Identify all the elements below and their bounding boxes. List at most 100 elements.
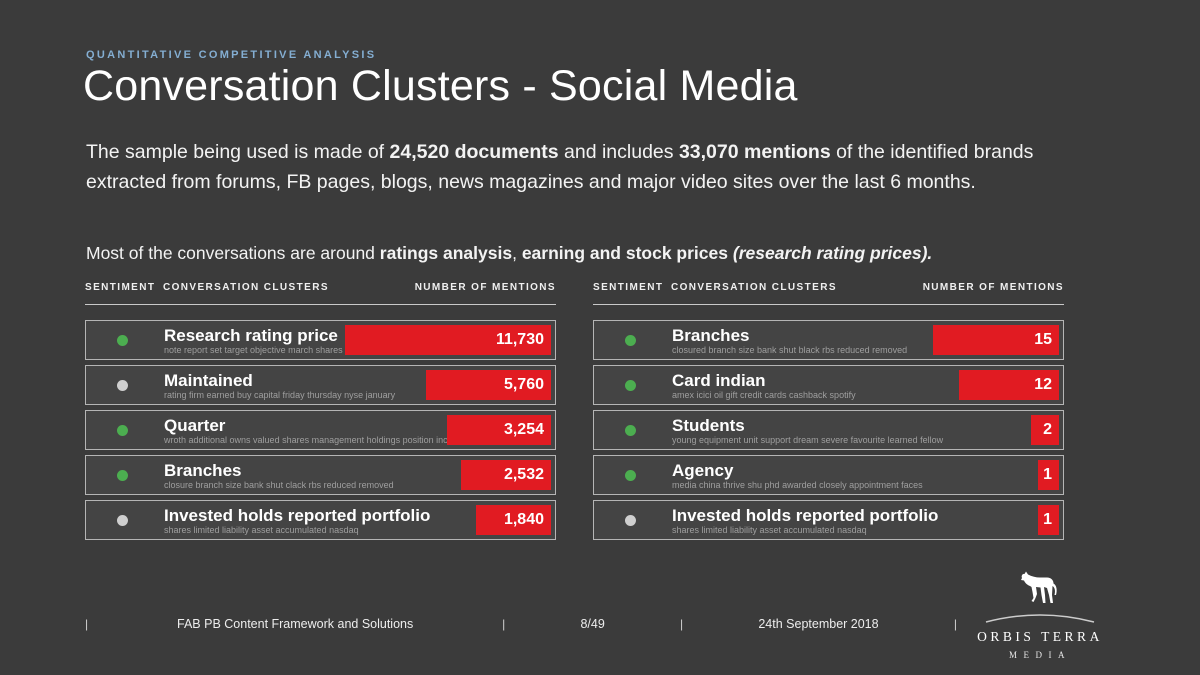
focus-topic-1: ratings analysis xyxy=(379,243,513,263)
logo-subname: MEDIA xyxy=(1009,650,1071,660)
cluster-keywords: closured branch size bank shut black rbs… xyxy=(672,344,908,355)
footer-date: 24th September 2018 xyxy=(758,617,879,631)
cluster-cell: Card indian amex icici oil gift credit c… xyxy=(672,371,959,400)
cluster-cell: Invested holds reported portfolio shares… xyxy=(672,506,1038,535)
mentions-value: 11,730 xyxy=(495,331,544,348)
mentions-value: 1 xyxy=(1043,466,1052,483)
focus-text: , xyxy=(512,243,522,263)
header-sentiment: SENTIMENT xyxy=(593,282,664,293)
cluster-keywords: media china thrive shu phd awarded close… xyxy=(672,479,923,490)
intro-mentions-count: 33,070 mentions xyxy=(678,141,831,163)
sentiment-dot xyxy=(117,469,128,481)
intro-text: of the identified brands extracted from … xyxy=(86,141,1034,193)
page-title: Conversation Clusters - Social Media xyxy=(83,62,798,110)
cluster-cell: Invested holds reported portfolio shares… xyxy=(164,506,476,535)
footer-separator: | xyxy=(953,617,957,631)
focus-text: Most of the conversations are around xyxy=(86,243,380,263)
cluster-title: Branches xyxy=(672,325,750,345)
cluster-cell: Quarter wroth additional owns valued sha… xyxy=(164,416,447,445)
mentions-value: 3,254 xyxy=(503,421,544,438)
mentions-value: 2 xyxy=(1043,421,1052,438)
header-mentions: NUMBER OF MENTIONS xyxy=(414,282,556,293)
cluster-keywords: closure branch size bank shut clack rbs … xyxy=(164,479,394,490)
cluster-title: Research rating price xyxy=(164,325,338,345)
cluster-keywords: young equipment unit support dream sever… xyxy=(672,434,944,445)
sentiment-dot xyxy=(117,379,128,391)
table-row: Card indian amex icici oil gift credit c… xyxy=(593,365,1064,405)
mentions-bar: 2 xyxy=(1031,415,1059,445)
cluster-title: Branches xyxy=(164,460,242,480)
cluster-table-right: SENTIMENT CONVERSATION CLUSTERS NUMBER O… xyxy=(593,282,1064,545)
horse-icon xyxy=(973,570,1107,612)
orbis-terra-media-logo: ORBIS TERRA MEDIA xyxy=(973,570,1107,660)
table-body: Research rating price note report set ta… xyxy=(85,320,556,540)
table-body: Branches closured branch size bank shut … xyxy=(593,320,1064,540)
sentiment-dot xyxy=(625,379,636,391)
header-mentions: NUMBER OF MENTIONS xyxy=(922,282,1064,293)
header-clusters: CONVERSATION CLUSTERS xyxy=(163,282,329,293)
mentions-bar: 12 xyxy=(959,370,1059,400)
focus-topic-2: earning and stock prices xyxy=(521,243,728,263)
footer: | FAB PB Content Framework and Solutions… xyxy=(85,617,957,631)
mentions-bar: 15 xyxy=(933,325,1059,355)
intro-text: and includes xyxy=(558,141,679,163)
footer-page-number: 8/49 xyxy=(580,617,605,631)
cluster-tables: SENTIMENT CONVERSATION CLUSTERS NUMBER O… xyxy=(85,282,1064,545)
table-row: Research rating price note report set ta… xyxy=(85,320,556,360)
cluster-cell: Students young equipment unit support dr… xyxy=(672,416,1031,445)
mentions-value: 1,840 xyxy=(503,511,544,528)
table-row: Invested holds reported portfolio shares… xyxy=(593,500,1064,540)
cluster-keywords: note report set target objective march s… xyxy=(164,344,343,355)
mentions-bar: 1 xyxy=(1038,505,1059,535)
mentions-bar: 2,532 xyxy=(461,460,551,490)
table-row: Maintained rating firm earned buy capita… xyxy=(85,365,556,405)
cluster-title: Card indian xyxy=(672,370,766,390)
sentiment-dot xyxy=(117,514,128,526)
cluster-title: Maintained xyxy=(164,370,253,390)
cluster-table-left: SENTIMENT CONVERSATION CLUSTERS NUMBER O… xyxy=(85,282,556,545)
logo-name: ORBIS TERRA xyxy=(977,629,1103,644)
cluster-cell: Branches closure branch size bank shut c… xyxy=(164,461,461,490)
cluster-title: Invested holds reported portfolio xyxy=(164,505,431,525)
intro-paragraph: The sample being used is made of 24,520 … xyxy=(86,137,1071,197)
table-header: SENTIMENT CONVERSATION CLUSTERS NUMBER O… xyxy=(85,282,556,305)
table-row: Branches closured branch size bank shut … xyxy=(593,320,1064,360)
mentions-value: 1 xyxy=(1043,511,1052,528)
sentiment-dot xyxy=(625,334,636,346)
mentions-bar: 3,254 xyxy=(447,415,551,445)
footer-separator: | xyxy=(85,617,89,631)
sentiment-dot xyxy=(117,334,128,346)
table-row: Students young equipment unit support dr… xyxy=(593,410,1064,450)
mentions-value: 5,760 xyxy=(503,376,544,393)
cluster-title: Invested holds reported portfolio xyxy=(672,505,939,525)
intro-documents-count: 24,520 documents xyxy=(389,141,559,163)
mentions-value: 2,532 xyxy=(503,466,544,483)
cluster-title: Students xyxy=(672,415,745,435)
sentiment-dot xyxy=(117,424,128,436)
table-row: Branches closure branch size bank shut c… xyxy=(85,455,556,495)
cluster-keywords: shares limited liability asset accumulat… xyxy=(164,524,359,535)
mentions-value: 15 xyxy=(1034,331,1052,348)
mentions-value: 12 xyxy=(1034,376,1052,393)
header-clusters: CONVERSATION CLUSTERS xyxy=(671,282,837,293)
cluster-cell: Branches closured branch size bank shut … xyxy=(672,326,933,355)
cluster-cell: Agency media china thrive shu phd awarde… xyxy=(672,461,1038,490)
sentiment-dot xyxy=(625,469,636,481)
table-row: Quarter wroth additional owns valued sha… xyxy=(85,410,556,450)
focus-topic-note: (research rating prices). xyxy=(732,243,933,263)
mentions-bar: 11,730 xyxy=(345,325,551,355)
focus-paragraph: Most of the conversations are around rat… xyxy=(86,241,1071,265)
logo-hill-arc xyxy=(973,612,1107,624)
mentions-bar: 1,840 xyxy=(476,505,551,535)
header-sentiment: SENTIMENT xyxy=(85,282,156,293)
footer-separator: | xyxy=(502,617,506,631)
cluster-keywords: rating firm earned buy capital friday th… xyxy=(164,389,396,400)
cluster-cell: Research rating price note report set ta… xyxy=(164,326,345,355)
sentiment-dot xyxy=(625,424,636,436)
table-row: Agency media china thrive shu phd awarde… xyxy=(593,455,1064,495)
intro-text: The sample being used is made of xyxy=(86,141,390,163)
cluster-keywords: wroth additional owns valued shares mana… xyxy=(164,434,447,445)
sentiment-dot xyxy=(625,514,636,526)
mentions-bar: 1 xyxy=(1038,460,1059,490)
